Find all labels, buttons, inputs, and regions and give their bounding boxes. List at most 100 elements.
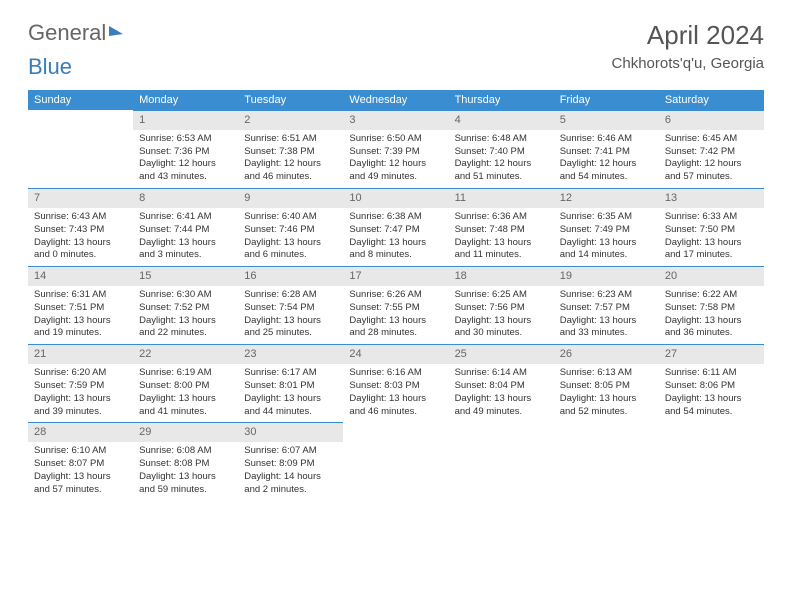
calendar-day-cell: 1Sunrise: 6:53 AMSunset: 7:36 PMDaylight… — [133, 110, 238, 188]
calendar-day-cell — [554, 422, 659, 500]
day-body: Sunrise: 6:08 AMSunset: 8:08 PMDaylight:… — [133, 442, 238, 500]
sail-icon — [109, 24, 123, 36]
day-number-bar: 6 — [659, 110, 764, 130]
day-body: Sunrise: 6:36 AMSunset: 7:48 PMDaylight:… — [449, 208, 554, 266]
day-number-bar: 14 — [28, 266, 133, 286]
day-body: Sunrise: 6:14 AMSunset: 8:04 PMDaylight:… — [449, 364, 554, 422]
day-body: Sunrise: 6:53 AMSunset: 7:36 PMDaylight:… — [133, 130, 238, 188]
day-body: Sunrise: 6:45 AMSunset: 7:42 PMDaylight:… — [659, 130, 764, 188]
calendar-day-cell: 7Sunrise: 6:43 AMSunset: 7:43 PMDaylight… — [28, 188, 133, 266]
day-body: Sunrise: 6:40 AMSunset: 7:46 PMDaylight:… — [238, 208, 343, 266]
calendar-week-row: 28Sunrise: 6:10 AMSunset: 8:07 PMDayligh… — [28, 422, 764, 500]
calendar-day-cell: 17Sunrise: 6:26 AMSunset: 7:55 PMDayligh… — [343, 266, 448, 344]
calendar-day-cell — [659, 422, 764, 500]
weekday-header: Friday — [554, 90, 659, 110]
calendar-day-cell: 8Sunrise: 6:41 AMSunset: 7:44 PMDaylight… — [133, 188, 238, 266]
day-body: Sunrise: 6:19 AMSunset: 8:00 PMDaylight:… — [133, 364, 238, 422]
day-number-bar: 28 — [28, 422, 133, 442]
day-body: Sunrise: 6:10 AMSunset: 8:07 PMDaylight:… — [28, 442, 133, 500]
day-body: Sunrise: 6:30 AMSunset: 7:52 PMDaylight:… — [133, 286, 238, 344]
calendar-page: General April 2024 Chkhorots'q'u, Georgi… — [0, 0, 792, 520]
day-body: Sunrise: 6:38 AMSunset: 7:47 PMDaylight:… — [343, 208, 448, 266]
day-number-bar: 22 — [133, 344, 238, 364]
calendar-body: 1Sunrise: 6:53 AMSunset: 7:36 PMDaylight… — [28, 110, 764, 500]
day-body: Sunrise: 6:17 AMSunset: 8:01 PMDaylight:… — [238, 364, 343, 422]
calendar-day-cell: 3Sunrise: 6:50 AMSunset: 7:39 PMDaylight… — [343, 110, 448, 188]
calendar-day-cell: 27Sunrise: 6:11 AMSunset: 8:06 PMDayligh… — [659, 344, 764, 422]
calendar-day-cell: 26Sunrise: 6:13 AMSunset: 8:05 PMDayligh… — [554, 344, 659, 422]
day-number-bar: 7 — [28, 188, 133, 208]
day-number-bar: 26 — [554, 344, 659, 364]
day-body: Sunrise: 6:26 AMSunset: 7:55 PMDaylight:… — [343, 286, 448, 344]
calendar-day-cell: 15Sunrise: 6:30 AMSunset: 7:52 PMDayligh… — [133, 266, 238, 344]
location-label: Chkhorots'q'u, Georgia — [612, 55, 764, 72]
calendar-day-cell: 13Sunrise: 6:33 AMSunset: 7:50 PMDayligh… — [659, 188, 764, 266]
calendar-week-row: 7Sunrise: 6:43 AMSunset: 7:43 PMDaylight… — [28, 188, 764, 266]
day-body: Sunrise: 6:31 AMSunset: 7:51 PMDaylight:… — [28, 286, 133, 344]
day-body: Sunrise: 6:16 AMSunset: 8:03 PMDaylight:… — [343, 364, 448, 422]
calendar-day-cell: 24Sunrise: 6:16 AMSunset: 8:03 PMDayligh… — [343, 344, 448, 422]
day-body: Sunrise: 6:22 AMSunset: 7:58 PMDaylight:… — [659, 286, 764, 344]
day-number-bar: 29 — [133, 422, 238, 442]
day-number-bar: 15 — [133, 266, 238, 286]
day-number-bar: 4 — [449, 110, 554, 130]
title-block: April 2024 Chkhorots'q'u, Georgia — [612, 20, 764, 72]
day-number-bar: 20 — [659, 266, 764, 286]
calendar-day-cell: 6Sunrise: 6:45 AMSunset: 7:42 PMDaylight… — [659, 110, 764, 188]
calendar-day-cell: 28Sunrise: 6:10 AMSunset: 8:07 PMDayligh… — [28, 422, 133, 500]
brand-logo: General — [28, 20, 123, 46]
day-body: Sunrise: 6:07 AMSunset: 8:09 PMDaylight:… — [238, 442, 343, 500]
weekday-header: Monday — [133, 90, 238, 110]
weekday-header: Tuesday — [238, 90, 343, 110]
calendar-day-cell — [449, 422, 554, 500]
day-body: Sunrise: 6:23 AMSunset: 7:57 PMDaylight:… — [554, 286, 659, 344]
day-number-bar: 23 — [238, 344, 343, 364]
calendar-day-cell: 19Sunrise: 6:23 AMSunset: 7:57 PMDayligh… — [554, 266, 659, 344]
day-body: Sunrise: 6:46 AMSunset: 7:41 PMDaylight:… — [554, 130, 659, 188]
day-number-bar: 5 — [554, 110, 659, 130]
day-body: Sunrise: 6:35 AMSunset: 7:49 PMDaylight:… — [554, 208, 659, 266]
day-number-bar: 18 — [449, 266, 554, 286]
calendar-day-cell: 16Sunrise: 6:28 AMSunset: 7:54 PMDayligh… — [238, 266, 343, 344]
day-body: Sunrise: 6:28 AMSunset: 7:54 PMDaylight:… — [238, 286, 343, 344]
calendar-day-cell: 12Sunrise: 6:35 AMSunset: 7:49 PMDayligh… — [554, 188, 659, 266]
day-number-bar: 25 — [449, 344, 554, 364]
day-body: Sunrise: 6:43 AMSunset: 7:43 PMDaylight:… — [28, 208, 133, 266]
calendar-day-cell: 14Sunrise: 6:31 AMSunset: 7:51 PMDayligh… — [28, 266, 133, 344]
calendar-day-cell: 25Sunrise: 6:14 AMSunset: 8:04 PMDayligh… — [449, 344, 554, 422]
day-number-bar: 8 — [133, 188, 238, 208]
calendar-day-cell: 4Sunrise: 6:48 AMSunset: 7:40 PMDaylight… — [449, 110, 554, 188]
calendar-day-cell — [28, 110, 133, 188]
day-number-bar: 3 — [343, 110, 448, 130]
day-body: Sunrise: 6:51 AMSunset: 7:38 PMDaylight:… — [238, 130, 343, 188]
calendar-head: SundayMondayTuesdayWednesdayThursdayFrid… — [28, 90, 764, 110]
calendar-day-cell: 2Sunrise: 6:51 AMSunset: 7:38 PMDaylight… — [238, 110, 343, 188]
calendar-day-cell: 22Sunrise: 6:19 AMSunset: 8:00 PMDayligh… — [133, 344, 238, 422]
weekday-header: Wednesday — [343, 90, 448, 110]
calendar-week-row: 14Sunrise: 6:31 AMSunset: 7:51 PMDayligh… — [28, 266, 764, 344]
weekday-row: SundayMondayTuesdayWednesdayThursdayFrid… — [28, 90, 764, 110]
day-number-bar: 21 — [28, 344, 133, 364]
day-number-bar: 1 — [133, 110, 238, 130]
day-body: Sunrise: 6:50 AMSunset: 7:39 PMDaylight:… — [343, 130, 448, 188]
weekday-header: Saturday — [659, 90, 764, 110]
calendar-day-cell: 18Sunrise: 6:25 AMSunset: 7:56 PMDayligh… — [449, 266, 554, 344]
calendar-day-cell: 9Sunrise: 6:40 AMSunset: 7:46 PMDaylight… — [238, 188, 343, 266]
brand-part1: General — [28, 20, 106, 46]
month-title: April 2024 — [612, 20, 764, 51]
day-number-bar: 30 — [238, 422, 343, 442]
calendar-table: SundayMondayTuesdayWednesdayThursdayFrid… — [28, 90, 764, 500]
day-body: Sunrise: 6:25 AMSunset: 7:56 PMDaylight:… — [449, 286, 554, 344]
calendar-day-cell: 11Sunrise: 6:36 AMSunset: 7:48 PMDayligh… — [449, 188, 554, 266]
day-body: Sunrise: 6:11 AMSunset: 8:06 PMDaylight:… — [659, 364, 764, 422]
day-number-bar: 11 — [449, 188, 554, 208]
weekday-header: Sunday — [28, 90, 133, 110]
day-body: Sunrise: 6:48 AMSunset: 7:40 PMDaylight:… — [449, 130, 554, 188]
day-number-bar: 12 — [554, 188, 659, 208]
day-body: Sunrise: 6:20 AMSunset: 7:59 PMDaylight:… — [28, 364, 133, 422]
day-body: Sunrise: 6:33 AMSunset: 7:50 PMDaylight:… — [659, 208, 764, 266]
calendar-week-row: 1Sunrise: 6:53 AMSunset: 7:36 PMDaylight… — [28, 110, 764, 188]
day-number-bar: 27 — [659, 344, 764, 364]
calendar-day-cell: 10Sunrise: 6:38 AMSunset: 7:47 PMDayligh… — [343, 188, 448, 266]
calendar-day-cell — [343, 422, 448, 500]
